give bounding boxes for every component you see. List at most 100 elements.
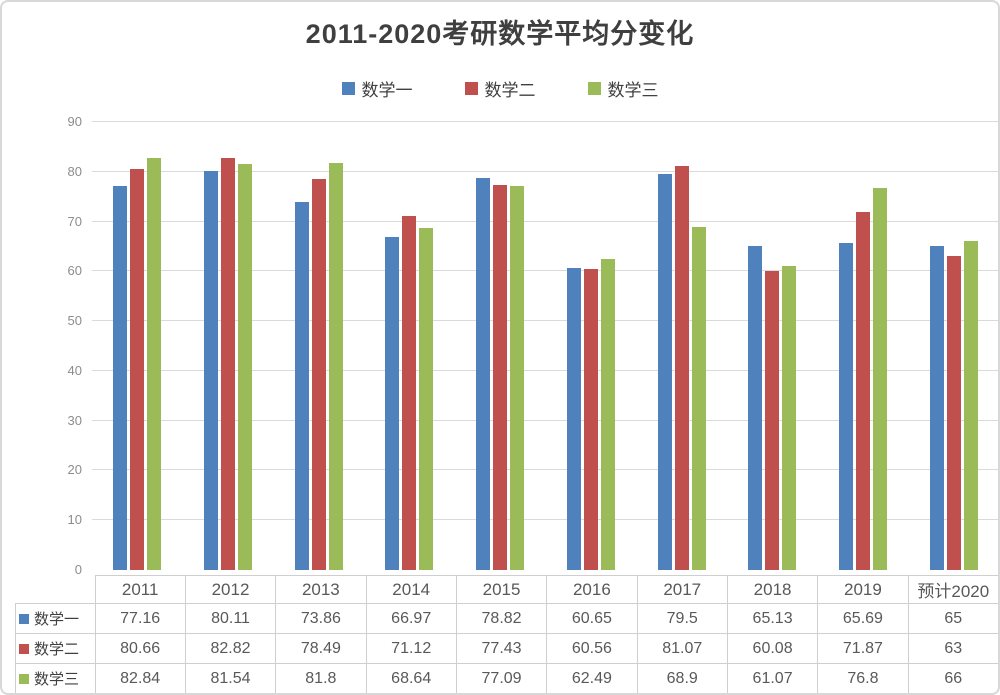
bar-数学一-2015 [476, 177, 491, 570]
bar-数学三-2015 [510, 186, 525, 570]
gridline [92, 170, 998, 172]
series-name: 数学一 [34, 611, 80, 628]
bar-group-2011 [92, 122, 183, 570]
y-tick-label: 10 [67, 512, 82, 528]
year-header-cell: 2015 [455, 575, 548, 604]
bar-数学一-2011 [113, 185, 128, 570]
series-label-cell: 数学三 [15, 663, 96, 693]
y-tick-label: 90 [67, 114, 82, 129]
value-cell: 79.5 [636, 603, 728, 634]
bar-数学二-2015 [493, 184, 508, 570]
gridline [92, 121, 998, 122]
series-label: 数学一 [16, 608, 95, 629]
year-header-cell: 2011 [94, 575, 186, 604]
bar-数学三-2016 [600, 258, 615, 570]
y-tick-label: 80 [67, 163, 82, 179]
value-cell: 78.82 [455, 603, 548, 634]
series-label-cell: 数学二 [15, 633, 96, 664]
value-cell: 73.86 [275, 603, 367, 634]
value-cell: 82.84 [94, 663, 186, 693]
legend-label: 数学二 [484, 81, 536, 100]
legend-swatch-icon [341, 82, 355, 95]
series-label-cell: 数学一 [15, 603, 96, 634]
value-cell: 80.66 [94, 633, 186, 664]
value-cell: 71.12 [365, 633, 457, 664]
y-tick-label: 30 [67, 412, 82, 428]
table-row-数学三: 数学三 82.84 81.54 81.8 68.64 77.09 62.49 68.9 61.0… [15, 663, 998, 693]
year-header-cell: 2018 [726, 575, 819, 604]
legend: 数学一 数学二 数学三 [2, 76, 998, 101]
value-cell: 66.97 [365, 603, 457, 634]
series-label: 数学二 [16, 638, 95, 659]
value-cell: 65.13 [726, 603, 819, 634]
table-corner-cell [15, 575, 95, 604]
bar-数学二-2017 [674, 166, 689, 570]
bar-数学三-2012 [238, 164, 253, 570]
value-cell: 81.07 [636, 633, 728, 664]
bar-group-预计2020 [908, 122, 998, 570]
value-cell: 77.09 [455, 663, 548, 693]
bar-数学二-2013 [311, 179, 326, 570]
legend-item-2: 数学二 [464, 76, 536, 101]
bar-数学三-2019 [872, 187, 887, 570]
bar-group-2019 [818, 122, 909, 570]
table-header-row: 2011 2012 2013 2014 2015 2016 2017 2018 2019 预计20… [15, 575, 998, 604]
value-cell: 65 [907, 603, 998, 634]
value-cell: 62.49 [546, 663, 638, 693]
y-tick-label: 0 [74, 562, 82, 577]
table-row-数学二: 数学二 80.66 82.82 78.49 71.12 77.43 60.56 81.07 60… [15, 633, 998, 664]
value-cell: 68.9 [636, 663, 728, 693]
bar-数学一-2012 [204, 171, 219, 570]
value-cell: 63 [907, 633, 998, 664]
bar-group-2018 [727, 122, 818, 570]
value-cell: 60.08 [726, 633, 819, 664]
series-name: 数学二 [34, 641, 80, 658]
bar-数学二-2011 [130, 168, 145, 570]
value-cell: 81.54 [184, 663, 277, 693]
bar-group-2012 [183, 122, 274, 570]
bar-group-2013 [273, 122, 364, 570]
year-header-cell: 2012 [184, 575, 277, 604]
y-tick-label: 20 [67, 462, 82, 478]
legend-item-1: 数学一 [341, 76, 413, 101]
bar-group-2016 [546, 122, 637, 570]
gridline [92, 469, 998, 471]
bar-数学二-预计2020 [946, 256, 961, 570]
gridline [92, 369, 998, 371]
gridline [92, 220, 998, 222]
year-header-cell: 预计2020 [907, 575, 998, 604]
bar-数学二-2012 [221, 157, 236, 570]
year-header-cell: 2016 [546, 575, 638, 604]
value-cell: 77.16 [94, 603, 186, 634]
value-cell: 61.07 [726, 663, 819, 693]
bar-数学二-2019 [855, 212, 870, 570]
legend-label: 数学三 [607, 81, 659, 100]
chart-title: 2011-2020考研数学平均分变化 [305, 19, 695, 49]
value-cell: 78.49 [275, 633, 367, 664]
series-swatch-icon [19, 673, 29, 684]
value-cell: 81.8 [275, 663, 367, 693]
year-header-cell: 2013 [275, 575, 367, 604]
bar-数学三-2013 [328, 162, 343, 570]
y-tick-label: 70 [67, 213, 82, 229]
data-table: 2011 2012 2013 2014 2015 2016 2017 2018 2019 预计20… [15, 575, 998, 693]
bar-group-2017 [636, 122, 727, 570]
series-name: 数学三 [34, 671, 80, 688]
legend-label: 数学一 [361, 81, 413, 100]
bar-数学一-2018 [748, 245, 763, 570]
series-swatch-icon [19, 643, 29, 654]
value-cell: 77.43 [455, 633, 548, 664]
y-tick-label: 50 [67, 313, 82, 329]
value-cell: 71.87 [817, 633, 909, 664]
bar-数学三-2014 [419, 228, 434, 570]
y-tick-label: 40 [67, 362, 82, 378]
bar-数学三-2017 [691, 227, 706, 570]
legend-swatch-icon [464, 82, 478, 95]
year-header-cell: 2019 [817, 575, 909, 604]
gridline [92, 270, 998, 272]
table-row-数学一: 数学一 77.16 80.11 73.86 66.97 78.82 60.65 79.5 65.… [15, 603, 998, 634]
year-header-cell: 2014 [365, 575, 457, 604]
bar-数学三-2011 [147, 157, 162, 570]
bar-数学一-2013 [294, 202, 309, 570]
gridline [92, 519, 998, 521]
